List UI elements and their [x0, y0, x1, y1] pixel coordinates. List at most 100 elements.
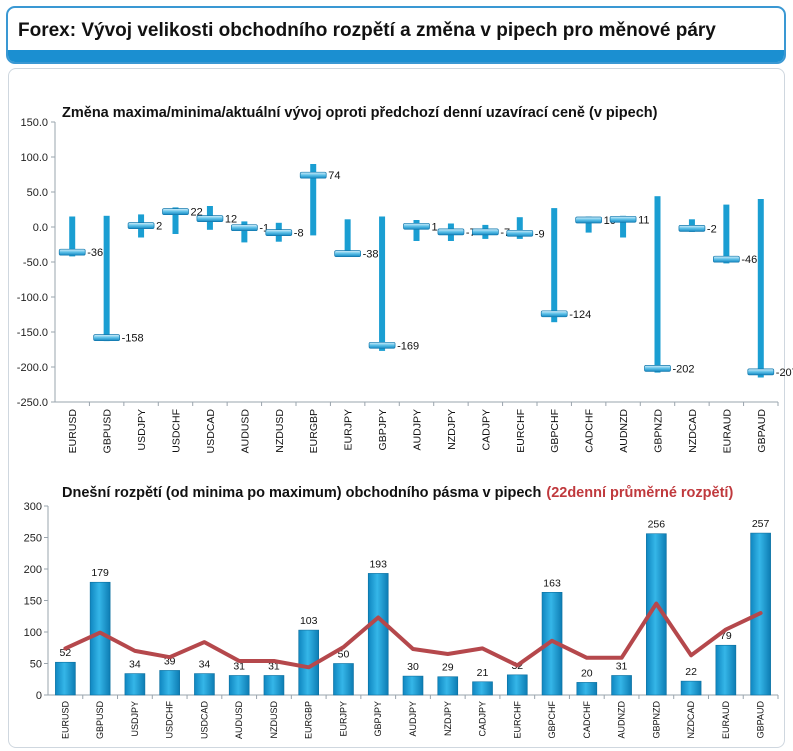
chart1-value-label: 11 — [638, 214, 649, 226]
chart1-value-label: -7 — [500, 227, 510, 239]
chart2-bar — [576, 682, 598, 696]
chart2-category-label: CADJPY — [478, 701, 488, 737]
chart2-bar — [159, 670, 180, 696]
chart1-value-label: -8 — [294, 228, 304, 240]
chart2-y-tick-label: 0 — [36, 690, 42, 702]
chart1-range-bar — [654, 196, 661, 373]
chart2-bar — [646, 533, 667, 696]
chart2-y-tick-label: 250 — [24, 533, 42, 545]
chart1-value-label: -46 — [741, 254, 757, 266]
chart1-y-tick-label: 100.0 — [20, 152, 48, 164]
chart1-y-tick-label: 150.0 — [20, 117, 48, 129]
chart2-category-label: EURCHF — [512, 700, 522, 738]
chart1-current-marker — [403, 222, 430, 230]
chart1-value-label: -124 — [569, 309, 591, 321]
chart1-current-marker — [575, 216, 602, 224]
chart2-y-tick-label: 200 — [24, 564, 42, 576]
chart2-value-label: 163 — [543, 577, 561, 589]
chart2-y-tick-label: 100 — [24, 627, 42, 639]
chart1-current-marker — [713, 255, 740, 263]
chart2-value-label: 21 — [477, 667, 489, 679]
chart1-value-label: -36 — [87, 247, 103, 259]
chart1-range-bar — [413, 220, 420, 241]
chart2-value-label: 257 — [752, 518, 770, 530]
chart2-category-label: GBPNZD — [651, 701, 661, 739]
chart1-y-tick-label: -100.0 — [17, 292, 48, 304]
chart1-value-label: -9 — [535, 228, 545, 240]
chart1-current-marker — [747, 368, 775, 376]
chart1-title: Změna maxima/minima/aktuální vývoj oprot… — [62, 105, 658, 121]
chart1-value-label: 2 — [156, 221, 162, 233]
chart1-y-tick-label: -250.0 — [17, 397, 48, 409]
chart1-current-marker — [196, 215, 224, 222]
chart1-category-label: USDCHF — [171, 409, 183, 453]
chart1-value-label: 12 — [225, 214, 237, 226]
chart2-category-label: GBPAUD — [756, 701, 766, 739]
chart1-value-label: -7 — [466, 227, 476, 239]
chart1-y-tick-label: 0.0 — [33, 222, 48, 234]
chart1-category-label: USDJPY — [136, 409, 148, 450]
chart2-value-label: 31 — [616, 660, 628, 672]
chart1-range-bar — [585, 216, 592, 233]
chart2-category-label: NZDJPY — [443, 701, 453, 736]
chart1-category-label: AUDJPY — [412, 409, 424, 450]
chart2-value-label: 79 — [720, 630, 732, 642]
chart1-value-label: -169 — [397, 340, 419, 352]
chart2-value-label: 31 — [268, 660, 280, 672]
chart1-range-bar — [723, 204, 730, 264]
chart2-category-label: GBPJPY — [373, 701, 383, 737]
chart2-category-label: GBPCHF — [547, 701, 557, 739]
chart2-title-main: Dnešní rozpětí (od minima po maximum) ob… — [62, 485, 541, 501]
chart1-category-label: GBPUSD — [102, 409, 114, 454]
chart1-category-label: NZDCAD — [687, 409, 699, 453]
chart1-range-bar — [551, 208, 558, 323]
chart1-category-label: EURGBP — [308, 409, 320, 453]
chart1-current-marker — [58, 248, 86, 256]
chart2-bar — [506, 674, 528, 696]
chart1-range-bar — [310, 164, 317, 236]
chart1-category-label: EURJPY — [343, 409, 355, 450]
chart2-bar — [333, 663, 354, 696]
chart1-value-label: -1 — [259, 223, 269, 235]
chart1-y-tick-label: -200.0 — [17, 362, 48, 374]
chart1-range-bar — [103, 215, 110, 342]
chart1-current-marker — [609, 215, 637, 223]
chart2-value-label: 50 — [338, 649, 350, 661]
chart2-category-label: USDJPY — [130, 701, 140, 737]
chart2-category-label: USDCHF — [165, 700, 175, 738]
chart1-current-marker — [93, 334, 120, 341]
chart2-category-label: CADCHF — [582, 700, 592, 738]
chart1-range-bar — [379, 216, 386, 351]
chart1-range-bar — [172, 207, 179, 234]
chart1-current-marker — [162, 208, 189, 215]
chart1-category-label: GBPCHF — [549, 409, 561, 453]
chart1-range-bar — [620, 215, 627, 238]
chart2-value-label: 20 — [581, 667, 593, 679]
chart1-category-label: EURAUD — [721, 409, 733, 454]
chart1-range-bar — [516, 217, 523, 239]
chart1-value-label: -38 — [363, 249, 379, 261]
chart1-plot: 150.0 100.0 50.0 0.0 -50.0 -100.0 -150.0 -200.0… — [17, 117, 793, 453]
chart2-title: Dnešní rozpětí (od minima po maximum) ob… — [62, 485, 733, 501]
header-panel: Forex: Vývoj velikosti obchodního rozpět… — [6, 6, 786, 64]
chart2-bar — [367, 573, 389, 696]
chart2-bar — [437, 676, 459, 696]
chart1-y-tick-label: 50.0 — [27, 187, 48, 199]
chart2-category-label: EURGBP — [304, 701, 314, 739]
chart2-title-highlight: (22denní průměrné rozpětí) — [546, 485, 733, 501]
chart2-value-label: 193 — [369, 558, 387, 570]
chart1-category-label: USDCAD — [205, 409, 217, 454]
chart1-current-marker — [472, 228, 499, 236]
chart1-category-label: GBPAUD — [756, 409, 768, 453]
chart2-value-label: 22 — [685, 666, 697, 678]
chart1-category-label: GBPNZD — [653, 409, 665, 453]
chart1-category-label: CADCHF — [584, 409, 596, 453]
chart2-value-label: 30 — [407, 661, 419, 673]
chart1-y-tick-label: -50.0 — [23, 257, 48, 269]
chart1-current-marker — [678, 225, 706, 232]
chart1-current-marker — [299, 171, 327, 179]
chart2-y-tick-label: 50 — [30, 659, 42, 671]
chart2-bar — [680, 680, 702, 696]
page-title: Forex: Vývoj velikosti obchodního rozpět… — [18, 20, 716, 41]
chart1-value-label: -202 — [673, 363, 695, 375]
